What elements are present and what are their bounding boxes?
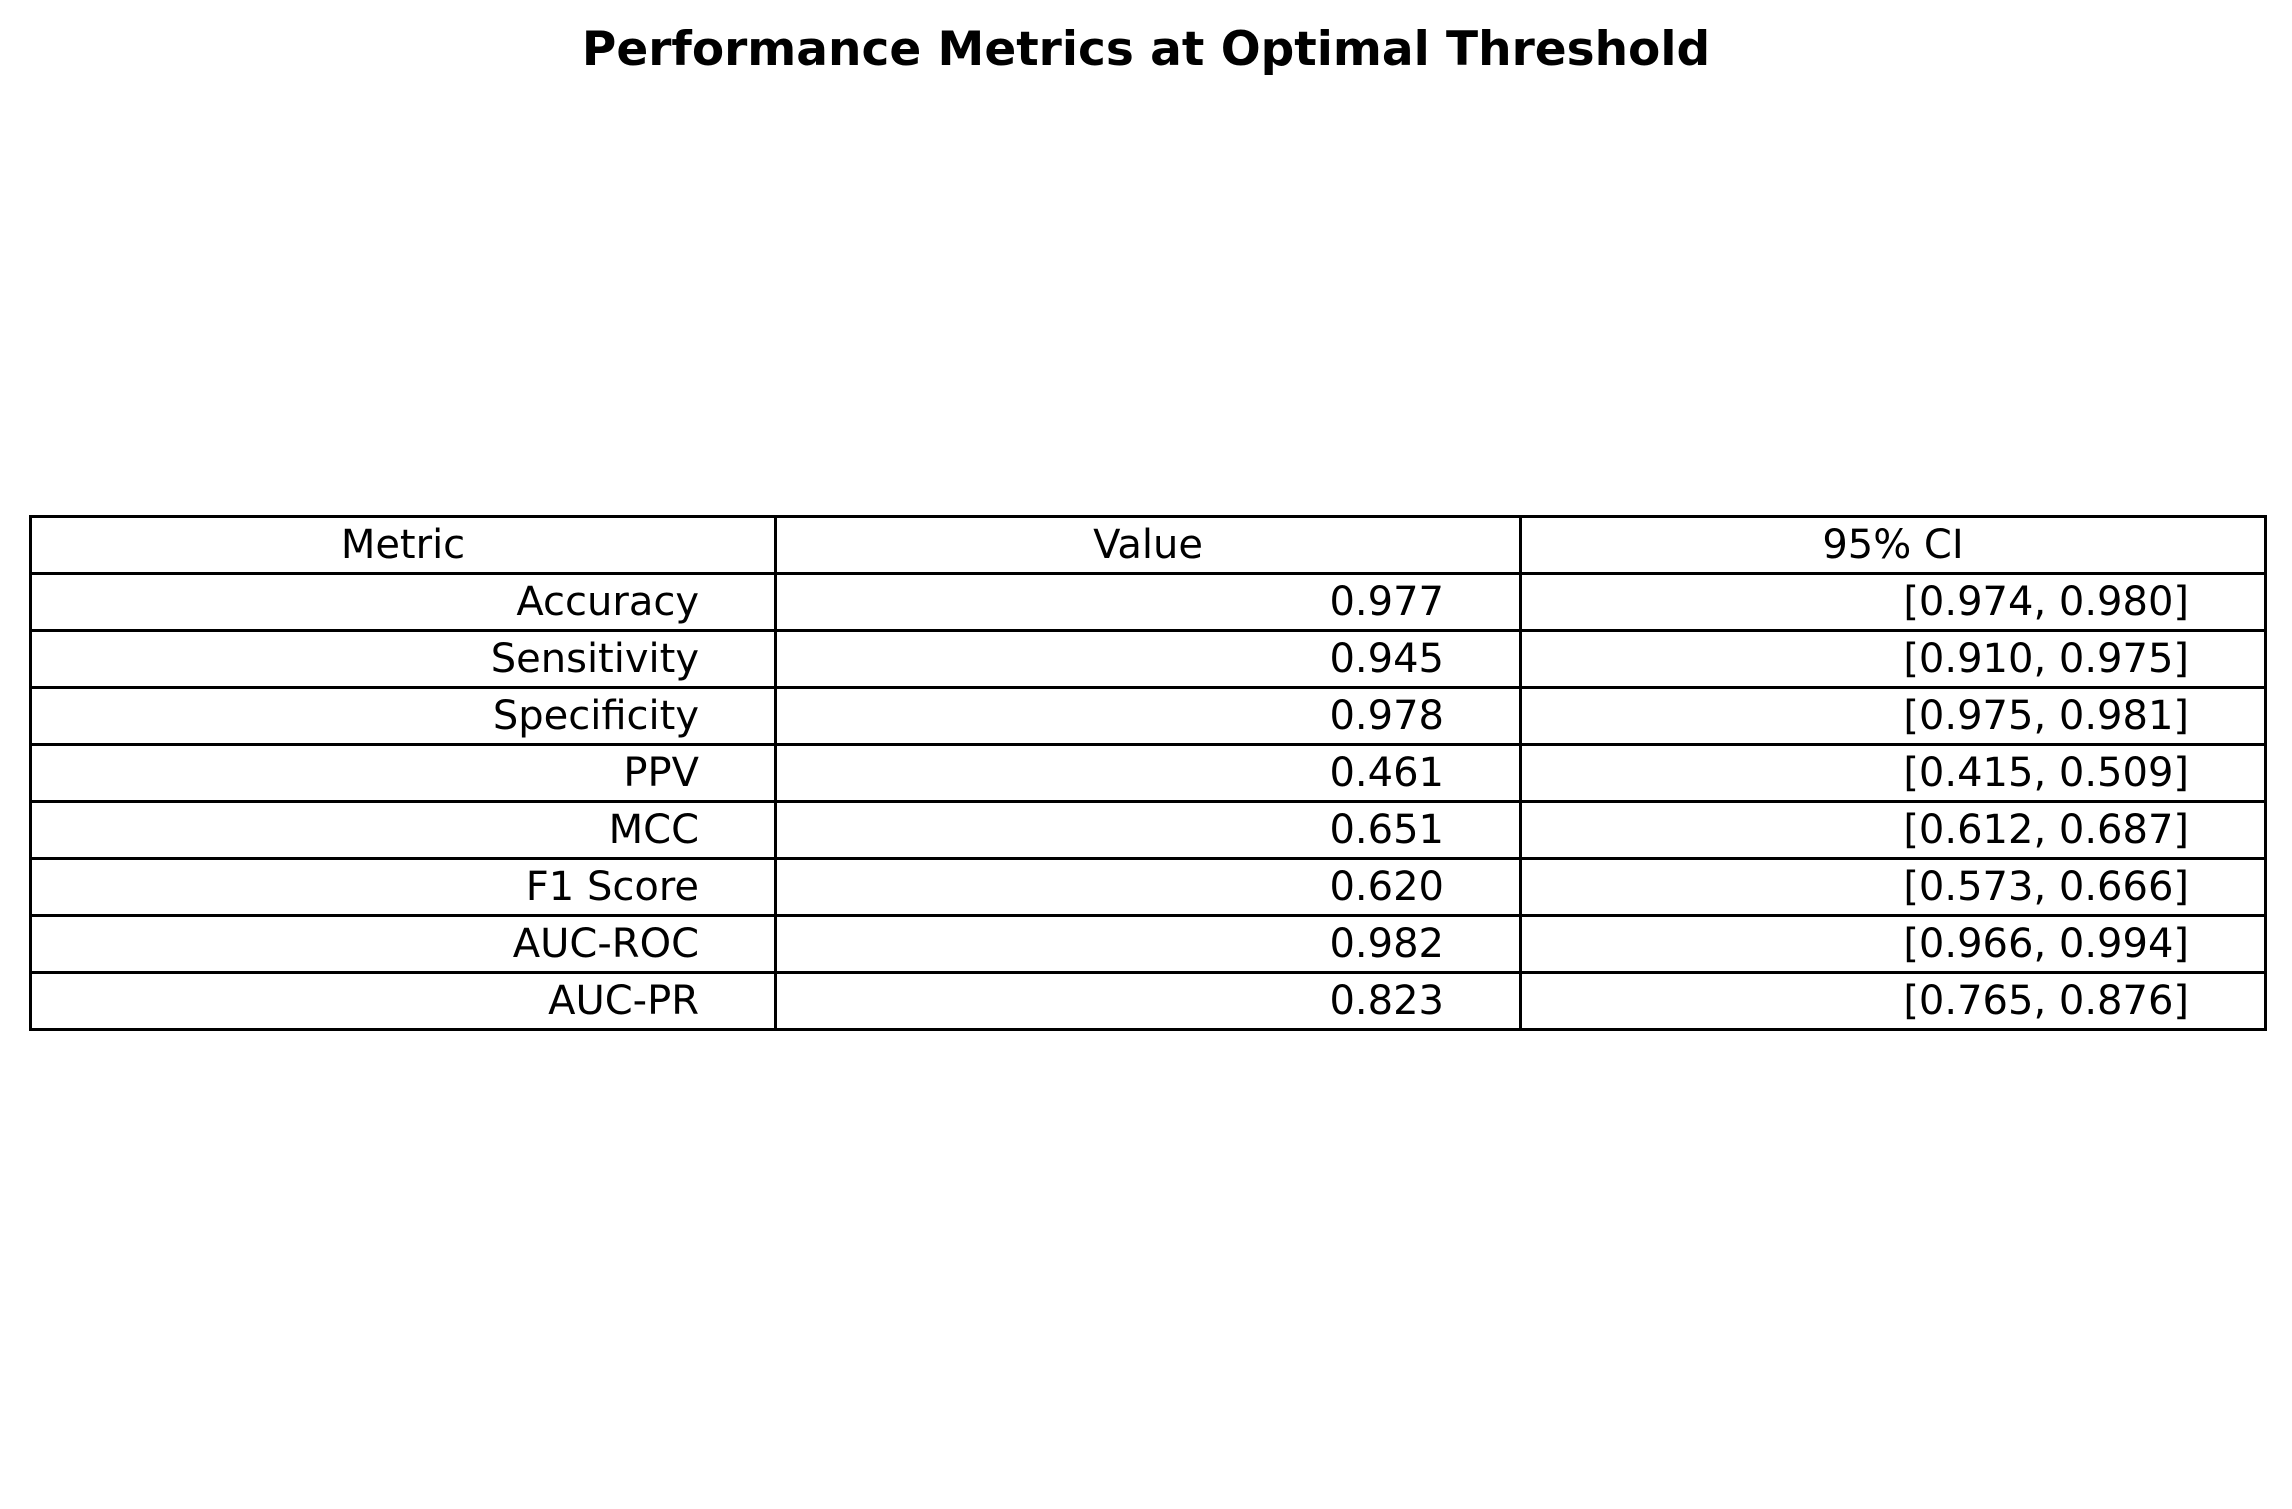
metric-ci-cell: [0.910, 0.975]: [1519, 629, 2267, 689]
table-row: Sensitivity 0.945 [0.910, 0.975]: [29, 629, 2267, 689]
metric-name-cell: Sensitivity: [29, 629, 777, 689]
metric-value-cell: 0.823: [774, 971, 1522, 1031]
table-header: Metric Value 95% CI: [29, 515, 2267, 575]
table-row: F1 Score 0.620 [0.573, 0.666]: [29, 857, 2267, 917]
metric-value-cell: 0.461: [774, 743, 1522, 803]
metric-name-cell: MCC: [29, 800, 777, 860]
table-row: AUC-PR 0.823 [0.765, 0.876]: [29, 971, 2267, 1031]
metric-name-cell: AUC-PR: [29, 971, 777, 1031]
header-row: Metric Value 95% CI: [29, 515, 2267, 575]
metric-name-cell: PPV: [29, 743, 777, 803]
metric-value-cell: 0.651: [774, 800, 1522, 860]
column-header-value: Value: [774, 515, 1522, 575]
metric-ci-cell: [0.765, 0.876]: [1519, 971, 2267, 1031]
metric-name-cell: Specificity: [29, 686, 777, 746]
metric-name-cell: Accuracy: [29, 572, 777, 632]
metric-value-cell: 0.982: [774, 914, 1522, 974]
chart-title: Performance Metrics at Optimal Threshold: [581, 22, 1711, 77]
table-row: PPV 0.461 [0.415, 0.509]: [29, 743, 2267, 803]
table-row: Specificity 0.978 [0.975, 0.981]: [29, 686, 2267, 746]
metric-ci-cell: [0.974, 0.980]: [1519, 572, 2267, 632]
metric-ci-cell: [0.612, 0.687]: [1519, 800, 2267, 860]
column-header-metric: Metric: [29, 515, 777, 575]
metrics-table: Metric Value 95% CI Accuracy 0.977 [0.97…: [29, 515, 2267, 1031]
metric-ci-cell: [0.573, 0.666]: [1519, 857, 2267, 917]
table-row: MCC 0.651 [0.612, 0.687]: [29, 800, 2267, 860]
metric-name-cell: F1 Score: [29, 857, 777, 917]
metric-ci-cell: [0.975, 0.981]: [1519, 686, 2267, 746]
metric-value-cell: 0.945: [774, 629, 1522, 689]
metric-name-cell: AUC-ROC: [29, 914, 777, 974]
table-row: Accuracy 0.977 [0.974, 0.980]: [29, 572, 2267, 632]
metric-ci-cell: [0.415, 0.509]: [1519, 743, 2267, 803]
metric-value-cell: 0.978: [774, 686, 1522, 746]
metric-value-cell: 0.620: [774, 857, 1522, 917]
table-body: Accuracy 0.977 [0.974, 0.980] Sensitivit…: [29, 572, 2267, 1031]
metric-value-cell: 0.977: [774, 572, 1522, 632]
metric-ci-cell: [0.966, 0.994]: [1519, 914, 2267, 974]
table-row: AUC-ROC 0.982 [0.966, 0.994]: [29, 914, 2267, 974]
column-header-ci: 95% CI: [1519, 515, 2267, 575]
